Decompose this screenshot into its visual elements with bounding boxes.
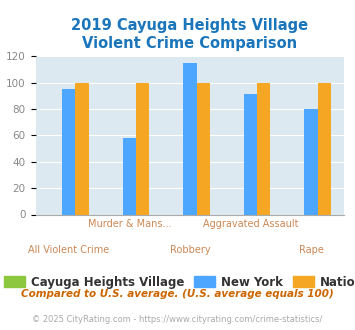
Text: Robbery: Robbery [170, 245, 210, 255]
Bar [257, 82, 271, 214]
Bar [136, 82, 149, 214]
Text: © 2025 CityRating.com - https://www.cityrating.com/crime-statistics/: © 2025 CityRating.com - https://www.city… [32, 315, 323, 324]
Bar [62, 89, 76, 214]
Bar [304, 109, 318, 214]
Text: Rape: Rape [299, 245, 323, 255]
Title: 2019 Cayuga Heights Village
Violent Crime Comparison: 2019 Cayuga Heights Village Violent Crim… [71, 18, 308, 51]
Text: Compared to U.S. average. (U.S. average equals 100): Compared to U.S. average. (U.S. average … [21, 289, 334, 299]
Bar [183, 63, 197, 214]
Text: All Violent Crime: All Violent Crime [28, 245, 109, 255]
Bar [123, 138, 136, 214]
Bar [318, 82, 331, 214]
Legend: Cayuga Heights Village, New York, National: Cayuga Heights Village, New York, Nation… [0, 271, 355, 294]
Bar [197, 82, 210, 214]
Bar [244, 94, 257, 214]
Bar [76, 82, 89, 214]
